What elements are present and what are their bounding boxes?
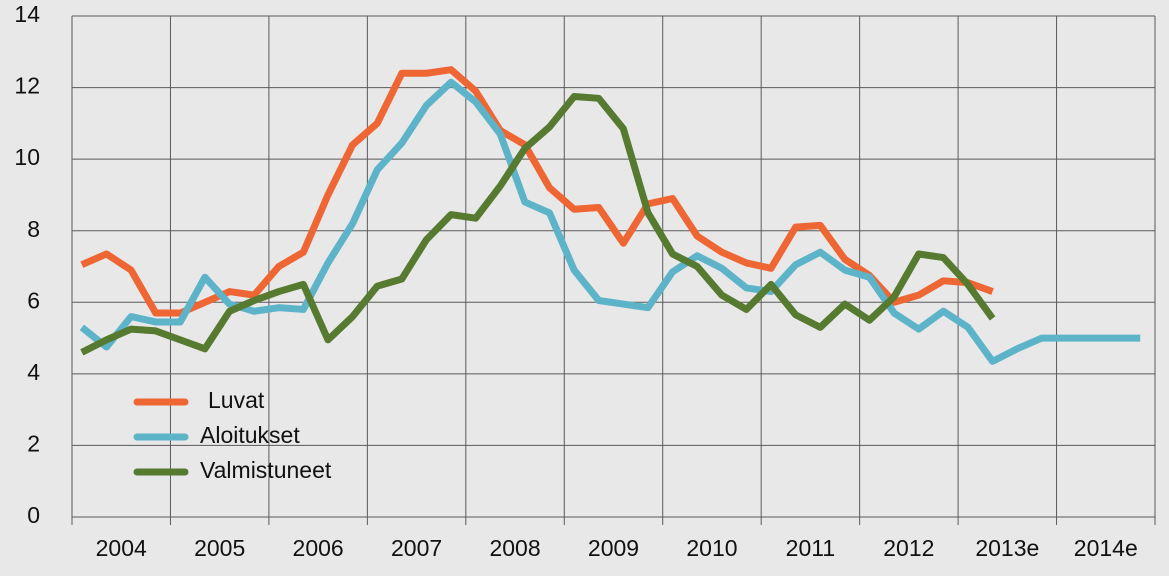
x-tick-label: 2014e xyxy=(1074,535,1138,561)
x-tick-label: 2005 xyxy=(194,535,245,561)
x-tick-label: 2013e xyxy=(975,535,1039,561)
series-line xyxy=(80,66,994,317)
legend-label: Aloitukset xyxy=(200,422,300,448)
y-tick-label: 6 xyxy=(27,287,40,313)
series-line xyxy=(79,78,1141,365)
x-tick-label: 2006 xyxy=(293,535,344,561)
x-tick-label: 2011 xyxy=(786,535,835,561)
x-tick-label: 2008 xyxy=(489,535,540,561)
y-tick-label: 8 xyxy=(27,216,40,242)
y-tick-label: 0 xyxy=(27,502,40,528)
x-tick-label: 2007 xyxy=(391,535,442,561)
x-tick-label: 2012 xyxy=(883,535,934,561)
y-tick-label: 10 xyxy=(14,144,40,170)
y-tick-label: 2 xyxy=(27,431,40,457)
legend-label: Valmistuneet xyxy=(200,457,332,483)
y-tick-label: 14 xyxy=(14,1,40,27)
x-tick-label: 2009 xyxy=(588,535,639,561)
legend-label: Luvat xyxy=(208,387,265,413)
series-line xyxy=(80,93,996,356)
y-tick-label: 12 xyxy=(14,73,40,99)
x-tick-label: 2010 xyxy=(686,535,737,561)
y-tick-label: 4 xyxy=(27,359,40,385)
x-tick-label: 2004 xyxy=(96,535,147,561)
